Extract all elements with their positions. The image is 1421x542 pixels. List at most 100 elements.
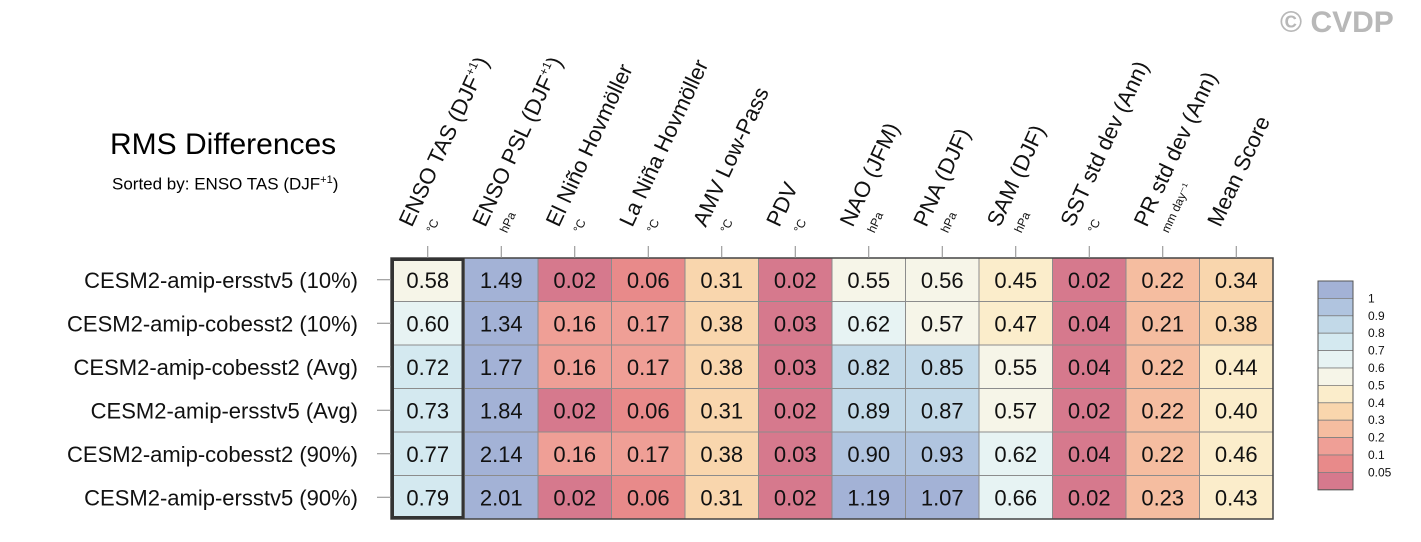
cell-value: 0.34 (1215, 268, 1258, 293)
cell-value: 0.22 (1141, 398, 1184, 423)
column-label-sup: +1 (463, 59, 482, 78)
column-unit: hPa (1011, 209, 1033, 235)
legend-label: 0.05 (1368, 465, 1392, 479)
heatmap-cell (1125, 475, 1200, 520)
column-header: PDV°C (761, 178, 810, 235)
column-header: SAM (DJF)hPa (982, 121, 1051, 235)
cell-value: 0.17 (627, 355, 670, 380)
subtitle-suffix: ) (332, 174, 339, 194)
cell-value: 0.02 (553, 398, 596, 423)
legend-label: 0.9 (1368, 309, 1385, 323)
column-unit: hPa (938, 209, 960, 235)
heatmap-cell (611, 475, 686, 520)
heatmap-cell (1199, 475, 1274, 520)
heatmap-cell (831, 475, 906, 520)
cell-value: 0.55 (994, 355, 1037, 380)
column-unit: °C (1085, 217, 1104, 235)
watermark: © CVDP (1280, 6, 1394, 39)
legend-swatch (1317, 297, 1354, 317)
cell-value: 0.02 (774, 485, 817, 510)
cell-value: 1.19 (847, 485, 890, 510)
heatmap-cell (611, 257, 686, 302)
column-unit: °C (791, 217, 810, 235)
cell-value: 1.84 (480, 398, 523, 423)
legend-label: 0.8 (1368, 326, 1385, 340)
cell-value: 0.22 (1141, 442, 1184, 467)
cell-value: 0.43 (1215, 485, 1258, 510)
column-header: PNA (DJF)hPa (908, 124, 975, 235)
heatmap-cell (758, 475, 833, 520)
column-label-main: AMV Low-Pass (688, 83, 774, 230)
legend-label: 0.4 (1368, 396, 1385, 410)
cell-value: 0.04 (1068, 355, 1111, 380)
heatmap-cell (464, 431, 539, 476)
heatmap-cell (1199, 431, 1274, 476)
column-label: NAO (JFM) (835, 119, 905, 230)
subtitle-prefix: Sorted by: ENSO TAS (DJF (112, 174, 321, 194)
cell-value: 0.02 (1068, 485, 1111, 510)
heatmap-cell (978, 475, 1053, 520)
column-label-main: PNA (DJF) (908, 124, 975, 230)
cell-value: 0.46 (1215, 442, 1258, 467)
column-label-sup: +1 (536, 59, 555, 78)
column-label-main: Mean Score (1202, 112, 1275, 230)
cell-value: 0.06 (627, 398, 670, 423)
cell-value: 0.62 (847, 311, 890, 336)
heatmap-cell (1052, 301, 1127, 346)
cell-value: 1.77 (480, 355, 523, 380)
row-label: CESM2-amip-ersstv5 (10%) (84, 268, 358, 293)
cell-value: 1.07 (921, 485, 964, 510)
cell-value: 0.89 (847, 398, 890, 423)
legend-label: 1 (1368, 291, 1375, 305)
cell-value: 0.31 (700, 485, 743, 510)
cell-value: 0.02 (1068, 398, 1111, 423)
column-label: PNA (DJF) (908, 124, 975, 230)
cell-value: 0.23 (1141, 485, 1184, 510)
cell-value: 0.17 (627, 442, 670, 467)
row-label: CESM2-amip-cobesst2 (10%) (67, 311, 358, 336)
subtitle-sup: +1 (320, 174, 333, 186)
cell-value: 0.22 (1141, 268, 1184, 293)
cell-value: 0.17 (627, 311, 670, 336)
cell-value: 0.40 (1215, 398, 1258, 423)
sorted-column-highlight (391, 258, 465, 519)
legend-label: 0.6 (1368, 361, 1385, 375)
legend-swatch (1317, 315, 1354, 334)
cell-value: 0.79 (406, 485, 449, 510)
column-label: SAM (DJF) (982, 121, 1051, 230)
cell-value: 2.14 (480, 442, 523, 467)
heatmap-cell (1052, 388, 1127, 433)
heatmap-cell (684, 475, 759, 520)
column-unit: hPa (864, 209, 886, 235)
cell-value: 2.01 (480, 485, 523, 510)
row-label: CESM2-amip-ersstv5 (90%) (84, 485, 358, 510)
cell-value: 0.87 (921, 398, 964, 423)
cell-value: 0.06 (627, 485, 670, 510)
cell-value: 0.16 (553, 311, 596, 336)
cell-value: 0.73 (406, 398, 449, 423)
heatmap-cell (611, 344, 686, 389)
cell-value: 0.60 (406, 311, 449, 336)
cell-value: 0.47 (994, 311, 1037, 336)
column-unit: °C (717, 217, 736, 235)
chart-title: RMS Differences (110, 128, 337, 161)
cell-value: 0.57 (994, 398, 1037, 423)
cell-value: 0.58 (406, 268, 449, 293)
cell-value: 0.57 (921, 311, 964, 336)
cell-value: 0.38 (700, 311, 743, 336)
legend-swatch (1317, 332, 1354, 352)
cell-value: 0.82 (847, 355, 890, 380)
row-label: CESM2-amip-cobesst2 (90%) (67, 442, 358, 467)
heatmap-cell (1125, 257, 1200, 302)
legend-border (1317, 280, 1354, 491)
legend-label: 0.5 (1368, 378, 1385, 392)
cell-value: 0.03 (774, 442, 817, 467)
legend-swatch (1317, 280, 1354, 299)
cell-value: 0.72 (406, 355, 449, 380)
cell-value: 0.77 (406, 442, 449, 467)
heatmap-cell (831, 344, 906, 389)
cell-value: 0.02 (553, 485, 596, 510)
cell-value: 1.49 (480, 268, 523, 293)
heatmap-cell (905, 431, 980, 476)
heatmap-cell (1199, 257, 1274, 302)
